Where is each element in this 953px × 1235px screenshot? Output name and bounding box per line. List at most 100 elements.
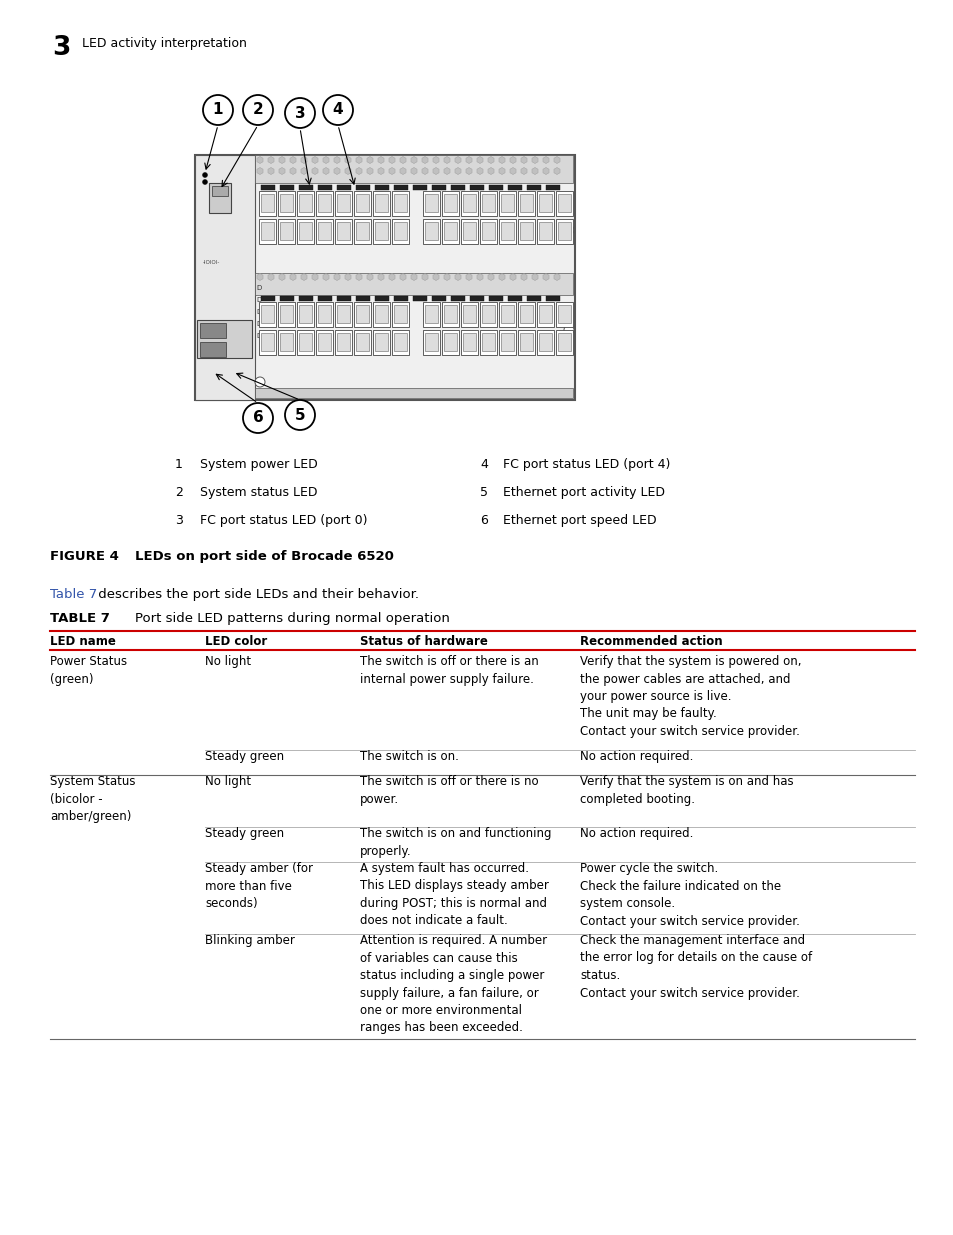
- Text: -IOIOI-: -IOIOI-: [203, 261, 220, 266]
- Bar: [261, 305, 274, 324]
- Bar: [556, 191, 573, 216]
- Bar: [355, 333, 369, 351]
- Text: Ethernet port speed LED: Ethernet port speed LED: [502, 514, 656, 527]
- Bar: [355, 222, 369, 240]
- Bar: [526, 185, 540, 190]
- Bar: [315, 219, 333, 245]
- Bar: [537, 191, 554, 216]
- Bar: [462, 194, 476, 212]
- Bar: [394, 222, 407, 240]
- Bar: [441, 219, 458, 245]
- Bar: [537, 330, 554, 354]
- Bar: [280, 222, 293, 240]
- Bar: [462, 333, 476, 351]
- Bar: [422, 219, 439, 245]
- Bar: [519, 194, 533, 212]
- Bar: [298, 296, 313, 301]
- Bar: [517, 219, 535, 245]
- Text: Steady green: Steady green: [205, 750, 284, 763]
- Bar: [413, 185, 427, 190]
- Bar: [479, 330, 497, 354]
- Ellipse shape: [203, 95, 233, 125]
- Text: The switch is on and functioning
properly.: The switch is on and functioning properl…: [359, 827, 551, 857]
- Bar: [481, 194, 495, 212]
- Bar: [335, 330, 352, 354]
- Bar: [538, 194, 552, 212]
- Bar: [298, 305, 312, 324]
- Bar: [441, 191, 458, 216]
- Text: 3: 3: [294, 105, 305, 121]
- Bar: [392, 191, 409, 216]
- Bar: [519, 305, 533, 324]
- Text: Check the management interface and
the error log for details on the cause of
sta: Check the management interface and the e…: [579, 934, 811, 999]
- Bar: [500, 305, 514, 324]
- Text: Table 7: Table 7: [50, 588, 97, 601]
- Text: D: D: [255, 309, 261, 315]
- Text: LED color: LED color: [205, 635, 267, 648]
- Text: LEDs on port side of Brocade 6520: LEDs on port side of Brocade 6520: [135, 550, 394, 563]
- Bar: [375, 222, 388, 240]
- Bar: [422, 330, 439, 354]
- Ellipse shape: [243, 403, 273, 433]
- Bar: [432, 296, 446, 301]
- Bar: [460, 303, 477, 327]
- Text: The switch is off or there is an
internal power supply failure.: The switch is off or there is an interna…: [359, 655, 538, 685]
- Text: Ethernet port activity LED: Ethernet port activity LED: [502, 487, 664, 499]
- Bar: [258, 303, 275, 327]
- Bar: [375, 333, 388, 351]
- Bar: [460, 219, 477, 245]
- Bar: [441, 330, 458, 354]
- Bar: [394, 305, 407, 324]
- Bar: [194, 156, 254, 400]
- Bar: [451, 185, 464, 190]
- Bar: [443, 222, 456, 240]
- Bar: [261, 296, 274, 301]
- Text: 1: 1: [213, 103, 223, 117]
- Text: Verify that the system is powered on,
the power cables are attached, and
your po: Verify that the system is powered on, th…: [579, 655, 801, 739]
- Bar: [317, 185, 332, 190]
- Text: Steady amber (for
more than five
seconds): Steady amber (for more than five seconds…: [205, 862, 313, 910]
- Text: LED name: LED name: [50, 635, 115, 648]
- Bar: [200, 324, 226, 338]
- Bar: [545, 296, 559, 301]
- Ellipse shape: [285, 98, 314, 128]
- Circle shape: [202, 179, 208, 184]
- Bar: [422, 191, 439, 216]
- Bar: [519, 333, 533, 351]
- Bar: [500, 333, 514, 351]
- Bar: [317, 222, 331, 240]
- Bar: [315, 191, 333, 216]
- Bar: [373, 191, 390, 216]
- Bar: [375, 194, 388, 212]
- Bar: [500, 194, 514, 212]
- Ellipse shape: [323, 95, 353, 125]
- Bar: [489, 185, 502, 190]
- Bar: [280, 296, 294, 301]
- Text: 2: 2: [174, 487, 183, 499]
- Bar: [538, 333, 552, 351]
- Ellipse shape: [243, 95, 273, 125]
- Bar: [394, 333, 407, 351]
- Bar: [277, 303, 294, 327]
- Bar: [517, 330, 535, 354]
- Bar: [479, 219, 497, 245]
- Bar: [296, 303, 314, 327]
- Bar: [355, 194, 369, 212]
- Bar: [258, 219, 275, 245]
- Bar: [462, 222, 476, 240]
- Bar: [375, 185, 389, 190]
- Text: The switch is off or there is no
power.: The switch is off or there is no power.: [359, 776, 538, 805]
- Text: FC port status LED (port 0): FC port status LED (port 0): [200, 514, 367, 527]
- Bar: [373, 219, 390, 245]
- Bar: [336, 305, 350, 324]
- Text: LED activity interpretation: LED activity interpretation: [82, 37, 247, 49]
- Bar: [355, 305, 369, 324]
- Text: No action required.: No action required.: [579, 750, 693, 763]
- Bar: [261, 333, 274, 351]
- Bar: [479, 191, 497, 216]
- Ellipse shape: [285, 400, 314, 430]
- Text: Blinking amber: Blinking amber: [205, 934, 294, 947]
- Bar: [558, 305, 571, 324]
- Text: Recommended action: Recommended action: [579, 635, 721, 648]
- Bar: [424, 305, 437, 324]
